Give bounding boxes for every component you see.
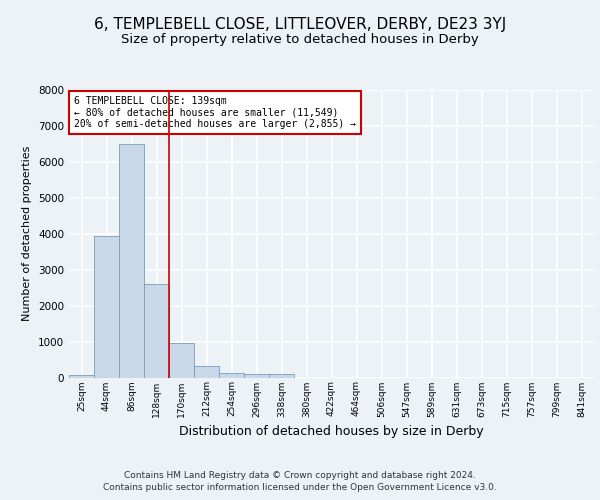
Bar bbox=[269, 374, 294, 378]
Bar bbox=[219, 373, 244, 378]
Bar bbox=[69, 374, 94, 378]
Text: Size of property relative to detached houses in Derby: Size of property relative to detached ho… bbox=[121, 32, 479, 46]
Bar bbox=[94, 236, 119, 378]
Bar bbox=[244, 374, 269, 378]
X-axis label: Distribution of detached houses by size in Derby: Distribution of detached houses by size … bbox=[179, 425, 484, 438]
Text: 6 TEMPLEBELL CLOSE: 139sqm
← 80% of detached houses are smaller (11,549)
20% of : 6 TEMPLEBELL CLOSE: 139sqm ← 80% of deta… bbox=[74, 96, 356, 129]
Text: Contains HM Land Registry data © Crown copyright and database right 2024.
Contai: Contains HM Land Registry data © Crown c… bbox=[103, 471, 497, 492]
Bar bbox=[119, 144, 144, 378]
Y-axis label: Number of detached properties: Number of detached properties bbox=[22, 146, 32, 322]
Bar bbox=[169, 344, 194, 378]
Text: 6, TEMPLEBELL CLOSE, LITTLEOVER, DERBY, DE23 3YJ: 6, TEMPLEBELL CLOSE, LITTLEOVER, DERBY, … bbox=[94, 18, 506, 32]
Bar bbox=[144, 284, 169, 378]
Bar bbox=[194, 366, 219, 378]
